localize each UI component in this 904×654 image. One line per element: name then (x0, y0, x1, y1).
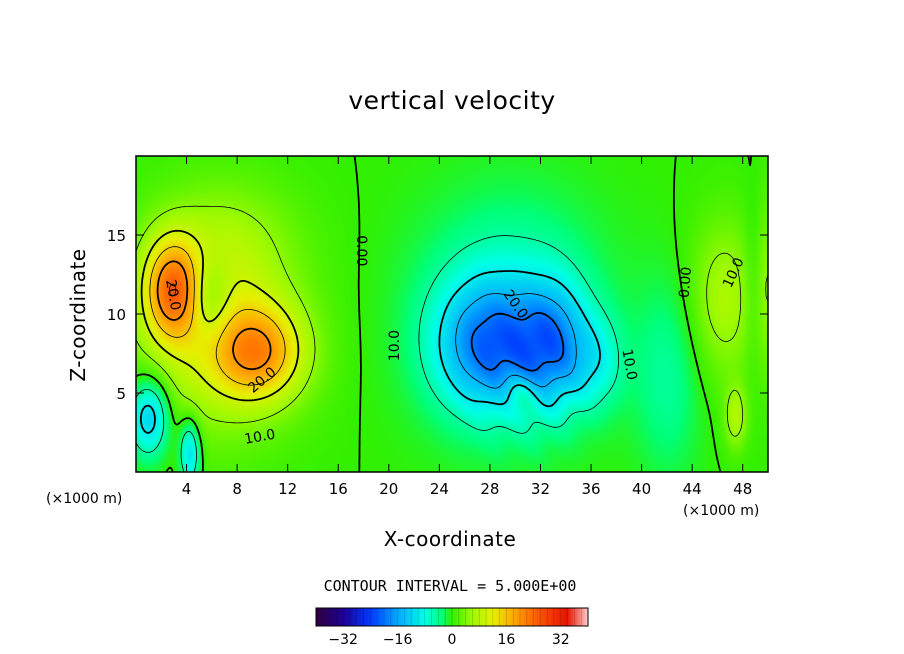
contour-interval-text: CONTOUR INTERVAL = 5.000E+00 (323, 577, 577, 595)
contour-line (470, 312, 565, 372)
x-axis-label: X-coordinate (383, 527, 517, 551)
y-tick-label: 10 (107, 306, 126, 324)
contour-line (136, 205, 768, 437)
colorbar: −32 −16 0 16 32 (315, 607, 589, 648)
contour-line (455, 293, 577, 389)
y-axis: 5 10 15 (107, 227, 768, 403)
colorbar-tick-label: 16 (497, 632, 515, 648)
colorbar-tick-label: 32 (552, 632, 570, 648)
x-tick-label: 44 (683, 480, 702, 498)
x-tick-label: 4 (182, 480, 192, 498)
contour-line (140, 229, 300, 402)
x-tick-label: 28 (480, 480, 499, 498)
contour-line (136, 235, 619, 472)
contour-line (149, 246, 286, 386)
colorbar-ramp (316, 608, 588, 626)
contour-line (136, 156, 753, 472)
colorbar-tick-label: −16 (383, 632, 413, 648)
x-tick-label: 40 (632, 480, 651, 498)
contour-line (140, 270, 601, 434)
contour-label: 10.0 (243, 427, 276, 448)
x-tick-label: 8 (232, 480, 242, 498)
x-tick-label: 24 (430, 480, 449, 498)
y-axis-label: Z-coordinate (66, 248, 90, 382)
x-tick-label: 16 (329, 480, 348, 498)
contour-label: 10.0 (387, 330, 403, 361)
colorbar-tick-label: −32 (328, 632, 358, 648)
x-axis: 4 8 12 16 20 24 28 32 36 40 44 48 (182, 156, 752, 498)
colorbar-frame (315, 607, 589, 627)
x-unit-label-right: (×1000 m) (683, 503, 760, 519)
chart-title: vertical velocity (348, 86, 556, 115)
x-tick-label: 32 (531, 480, 550, 498)
contour-lines (136, 156, 768, 472)
contour-label: 10.0 (618, 348, 639, 381)
x-unit-label-left: (×1000 m) (46, 491, 123, 507)
colorbar-tick-label: 0 (448, 632, 457, 648)
y-tick-label: 15 (107, 227, 126, 245)
y-tick-label: 5 (116, 385, 126, 403)
contour-label: 0.00 (677, 266, 696, 298)
contour-line (156, 260, 272, 371)
colorbar-ticks: −32 −16 0 16 32 (328, 632, 569, 648)
x-tick-label: 12 (278, 480, 297, 498)
contour-line (169, 283, 177, 297)
x-tick-label: 48 (733, 480, 752, 498)
colorbar-segments (322, 608, 582, 626)
velocity-field (136, 156, 768, 472)
x-tick-label: 36 (581, 480, 600, 498)
contour-label: 20.0 (162, 278, 183, 311)
x-tick-label: 20 (379, 480, 398, 498)
contour-label: 0.00 (353, 235, 369, 266)
